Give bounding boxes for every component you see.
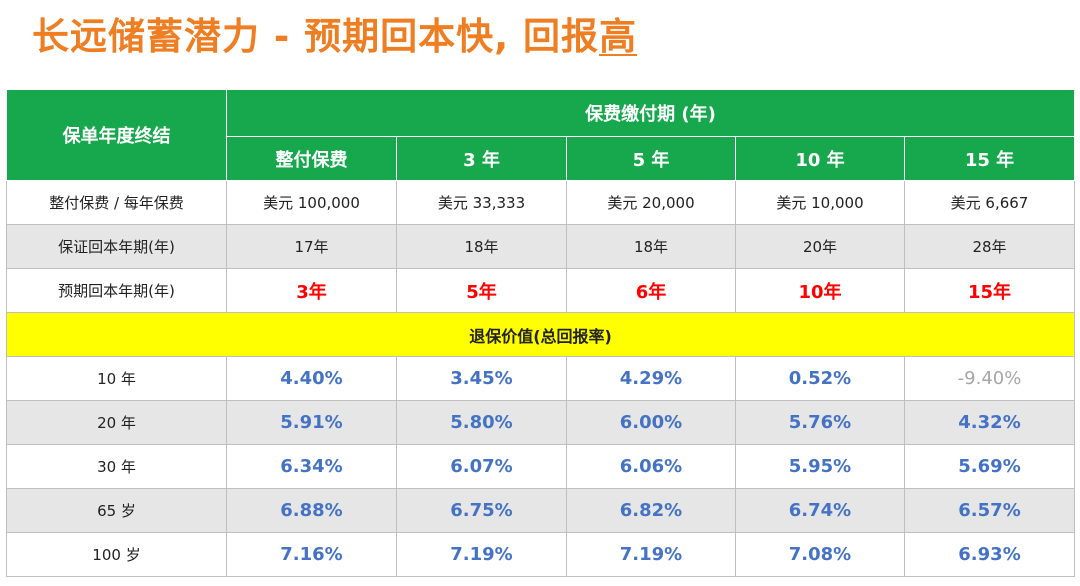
guaranteed-cell: 18年 <box>396 224 567 269</box>
return-cell: 3.45% <box>396 356 567 401</box>
return-cell: 5.69% <box>903 444 1076 489</box>
return-cell: 4.32% <box>903 400 1076 445</box>
return-cell: 5.76% <box>735 400 905 445</box>
return-cell: 5.80% <box>396 400 567 445</box>
premium-cell: 美元 20,000 <box>566 180 736 225</box>
return-row: 20 年 5.91% 5.80% 6.00% 5.76% 4.32% <box>6 400 1076 445</box>
return-cell: 6.93% <box>903 532 1076 577</box>
return-cell: 7.19% <box>566 532 736 577</box>
row-label: 65 岁 <box>6 488 227 533</box>
return-cell: 6.88% <box>226 488 397 533</box>
return-row: 65 岁 6.88% 6.75% 6.82% 6.74% 6.57% <box>6 488 1076 533</box>
premium-cell: 美元 100,000 <box>226 180 397 225</box>
return-cell: 6.34% <box>226 444 397 489</box>
return-cell: 6.57% <box>903 488 1076 533</box>
return-cell: 6.74% <box>735 488 905 533</box>
row-label: 整付保费 / 每年保费 <box>6 180 227 225</box>
payment-period-header: 保费缴付期 (年) <box>225 89 1076 137</box>
return-row: 10 年 4.40% 3.45% 4.29% 0.52% -9.40% <box>6 356 1076 401</box>
row-label: 保证回本年期(年) <box>6 224 227 269</box>
return-cell: 7.19% <box>396 532 567 577</box>
expected-cell: 5年 <box>396 268 567 313</box>
guaranteed-cell: 20年 <box>735 224 905 269</box>
section-row: 退保价值(总回报率) <box>5 312 1076 357</box>
period-header: 整付保费 <box>226 136 397 181</box>
return-cell: 6.00% <box>566 400 736 445</box>
expected-cell: 6年 <box>566 268 736 313</box>
return-cell: 6.75% <box>396 488 567 533</box>
return-cell: 5.91% <box>226 400 397 445</box>
return-cell: 6.07% <box>396 444 567 489</box>
expected-cell: 10年 <box>735 268 905 313</box>
return-cell: 0.52% <box>735 356 905 401</box>
return-row: 100 岁 7.16% 7.19% 7.19% 7.08% 6.93% <box>6 532 1076 577</box>
return-cell: 6.82% <box>566 488 736 533</box>
period-header: 5 年 <box>566 136 736 181</box>
row-label: 预期回本年期(年) <box>6 268 227 313</box>
section-label: 退保价值(总回报率) <box>5 312 1076 357</box>
expected-row: 预期回本年期(年) 3年 5年 6年 10年 15年 <box>6 268 1076 313</box>
period-header: 10 年 <box>735 136 905 181</box>
return-cell: 4.40% <box>226 356 397 401</box>
return-cell: 7.08% <box>735 532 905 577</box>
guaranteed-row: 保证回本年期(年) 17年 18年 18年 20年 28年 <box>6 224 1076 269</box>
row-label: 10 年 <box>6 356 227 401</box>
premium-cell: 美元 33,333 <box>396 180 567 225</box>
guaranteed-cell: 17年 <box>226 224 397 269</box>
period-header: 15 年 <box>903 136 1076 181</box>
return-row: 30 年 6.34% 6.07% 6.06% 5.95% 5.69% <box>6 444 1076 489</box>
expected-cell: 15年 <box>903 268 1076 313</box>
guaranteed-cell: 18年 <box>566 224 736 269</box>
page-title: 长远储蓄潜力 - 预期回本快, 回报高 <box>32 15 638 58</box>
return-cell: 7.16% <box>226 532 397 577</box>
return-cell: 4.29% <box>566 356 736 401</box>
premium-cell: 美元 6,667 <box>903 180 1076 225</box>
expected-cell: 3年 <box>226 268 397 313</box>
return-cell: 5.95% <box>735 444 905 489</box>
return-cell: -9.40% <box>903 356 1076 401</box>
corner-header: 保单年度终结 <box>6 89 227 181</box>
period-header: 3 年 <box>396 136 567 181</box>
row-label: 100 岁 <box>6 532 227 577</box>
row-label: 20 年 <box>6 400 227 445</box>
return-cell: 6.06% <box>566 444 736 489</box>
premium-row: 整付保费 / 每年保费 美元 100,000 美元 33,333 美元 20,0… <box>6 180 1076 225</box>
premium-cell: 美元 10,000 <box>735 180 905 225</box>
guaranteed-cell: 28年 <box>903 224 1076 269</box>
savings-table: 保单年度终结 保费缴付期 (年) 整付保费 3 年 5 年 10 年 15 年 … <box>5 89 1076 577</box>
row-label: 30 年 <box>6 444 227 489</box>
